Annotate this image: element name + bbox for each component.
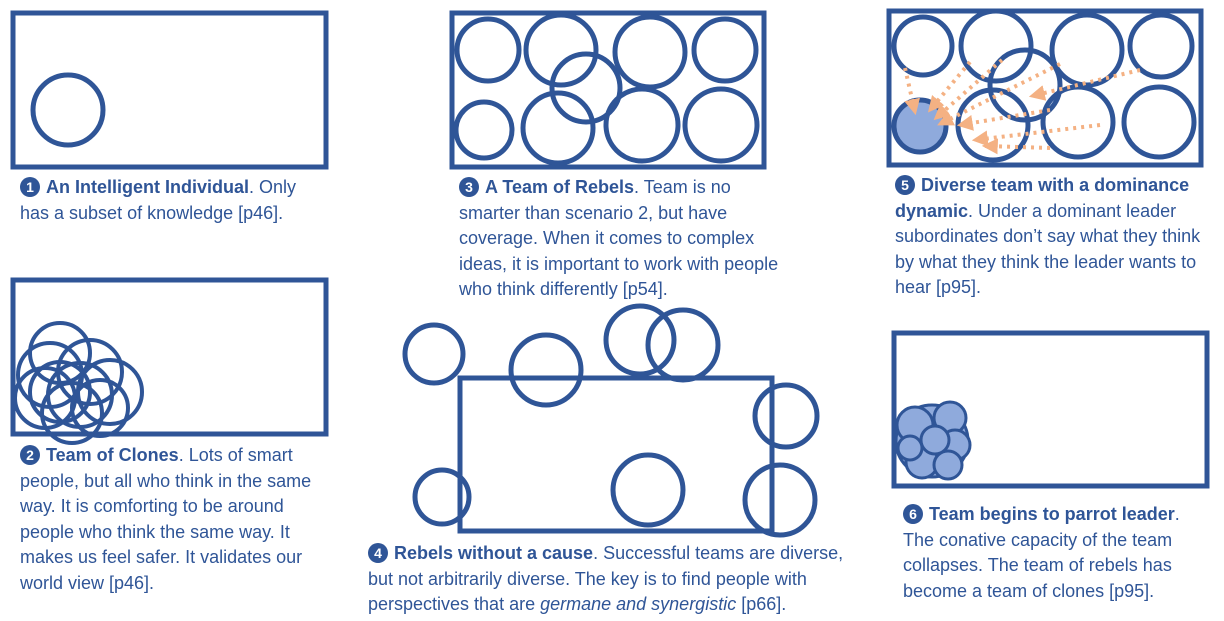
caption-6-text: . The conative capacity of the team coll… — [903, 504, 1180, 601]
parrot-circles — [894, 400, 972, 481]
number-badge-3: 3 — [459, 177, 479, 197]
caption-3-text: . Team is no smarter than scenario 2, bu… — [459, 177, 779, 299]
number-badge-1: 1 — [20, 177, 40, 197]
caption-2-title: Team of Clones — [46, 445, 179, 465]
caption-5-title: Diverse team with a dominance dynamic — [895, 175, 1190, 221]
clone-circles — [13, 321, 144, 445]
caption-5-text: . Under a dominant leader subordinates d… — [895, 200, 1201, 298]
caption-1-title: An Intelligent Individual — [46, 177, 250, 197]
caption-4-ref: [p66]. — [736, 594, 787, 614]
caption-4: 4 Rebels without a cause. Successful team… — [368, 541, 868, 618]
panel-6-box — [891, 330, 1210, 489]
caption-4-title: Rebels without a cause — [394, 543, 594, 563]
caption-6: 6 Team begins to parrot leader. The conat… — [903, 502, 1203, 604]
caption-1: 1 An Intelligent Individual. Only has a s… — [20, 175, 320, 226]
leader-circle — [891, 97, 949, 155]
number-badge-2: 2 — [20, 445, 40, 465]
number-badge-5: 5 — [895, 175, 915, 195]
caption-3: 3 A Team of Rebels. Team is no smarter th… — [459, 175, 789, 303]
caption-1-text: . Only has a subset of knowledge [p46]. — [20, 177, 297, 223]
panel-4-box — [457, 375, 775, 534]
caption-4-emphasis: germane and synergistic — [540, 594, 737, 614]
panel-3-box — [449, 10, 767, 170]
individual-circle — [30, 72, 106, 148]
panel-5-box — [886, 8, 1204, 168]
caption-2: 2 Team of Clones. Lots of smart people, b… — [20, 443, 320, 596]
caption-6-title: Team begins to parrot leader — [929, 504, 1175, 524]
panel-2-box — [10, 277, 329, 437]
number-badge-4: 4 — [368, 543, 388, 563]
caption-4-text: . Successful teams are diverse, but not … — [368, 543, 844, 614]
scattered-circles — [402, 303, 820, 538]
caption-5: 5 Diverse team with a dominance dynamic. … — [895, 173, 1213, 301]
caption-2-text: . Lots of smart people, but all who thin… — [20, 445, 312, 593]
panel-1-box — [10, 10, 329, 170]
rebel-circles — [453, 12, 760, 166]
caption-3-title: A Team of Rebels — [485, 177, 635, 197]
influence-arrows — [903, 58, 1141, 155]
number-badge-6: 6 — [903, 504, 923, 524]
